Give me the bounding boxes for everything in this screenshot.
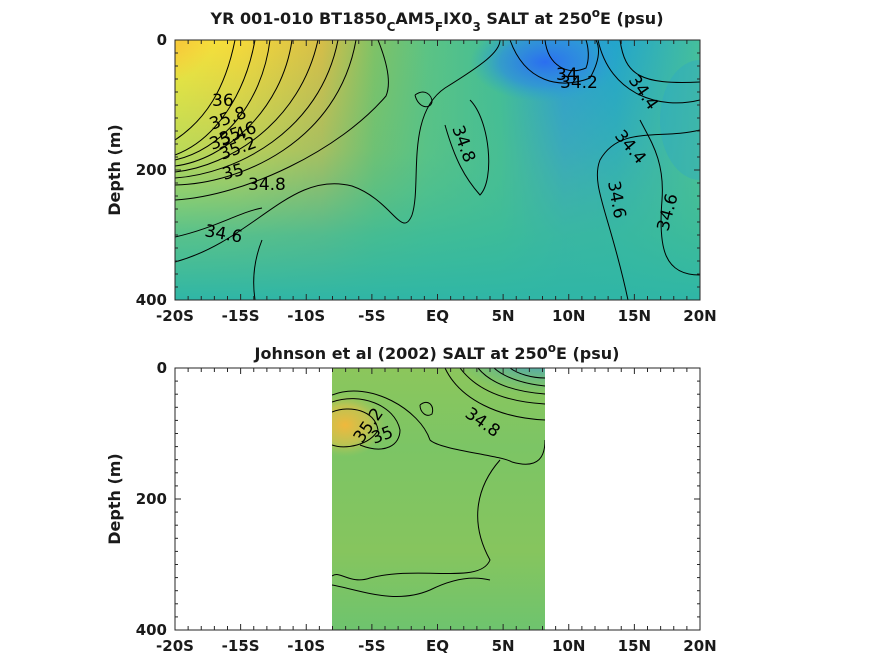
y-tick-label: 0 [157, 359, 167, 377]
x-tick-label: 10N [552, 637, 585, 655]
x-tick-label: -10S [287, 307, 325, 325]
x-tick-label: 10N [552, 307, 585, 325]
x-tick-label: -5S [358, 307, 385, 325]
contour-label: 36 [212, 91, 234, 111]
contour-lines [332, 368, 545, 597]
contour-label: 34.8 [248, 175, 286, 195]
x-tick-label: 15N [618, 307, 651, 325]
contour-label: 34 [556, 65, 578, 85]
x-tick-label: -20S [156, 307, 194, 325]
x-tick-label: 5N [492, 307, 515, 325]
y-tick-label: 200 [136, 490, 167, 508]
x-tick-label: EQ [426, 637, 449, 655]
salinity-field: 36 35.8 35.6 35.4 35.2 35 34.8 34.6 34.8… [175, 40, 700, 300]
x-tick-label: -15S [222, 637, 260, 655]
panel-title: Johnson et al (2002) SALT at 250oE (psu) [254, 341, 620, 363]
contour-lines [175, 40, 700, 300]
x-tick-label: -5S [358, 637, 385, 655]
contour-label: 34.2 [560, 73, 598, 93]
y-tick-label: 0 [157, 31, 167, 49]
x-tick-label: EQ [426, 307, 449, 325]
x-tick-label: 5N [492, 637, 515, 655]
salinity-field: 35.2 35 34.8 [332, 368, 545, 630]
contour-labels: 36 35.8 35.6 35.4 35.2 35 34.8 34.6 34.8… [203, 65, 682, 247]
x-tick-label: -10S [287, 637, 325, 655]
x-tick-label: 15N [618, 637, 651, 655]
x-tick-label: -20S [156, 637, 194, 655]
panel-title: YR 001-010 BT1850CAM5FIX03 SALT at 250oE… [209, 6, 663, 34]
x-tick-label: 20N [683, 307, 716, 325]
y-tick-label: 400 [136, 291, 167, 309]
axis-ticks: -20S -15S -10S -5S EQ 5N 10N 15N 20N 0 200 400 [136, 359, 717, 655]
axis-ticks: -20S -15S -10S -5S EQ 5N 10N 15N 20N 0 200 400 [136, 31, 717, 325]
y-axis-label: Depth (m) [105, 124, 124, 216]
x-tick-label: 20N [683, 637, 716, 655]
panel-observations: Johnson et al (2002) SALT at 250oE (psu)… [105, 341, 717, 655]
panel-model: YR 001-010 BT1850CAM5FIX03 SALT at 250oE… [105, 6, 717, 325]
x-tick-label: -15S [222, 307, 260, 325]
y-axis-label: Depth (m) [105, 453, 124, 545]
y-tick-label: 400 [136, 621, 167, 639]
y-tick-label: 200 [136, 161, 167, 179]
